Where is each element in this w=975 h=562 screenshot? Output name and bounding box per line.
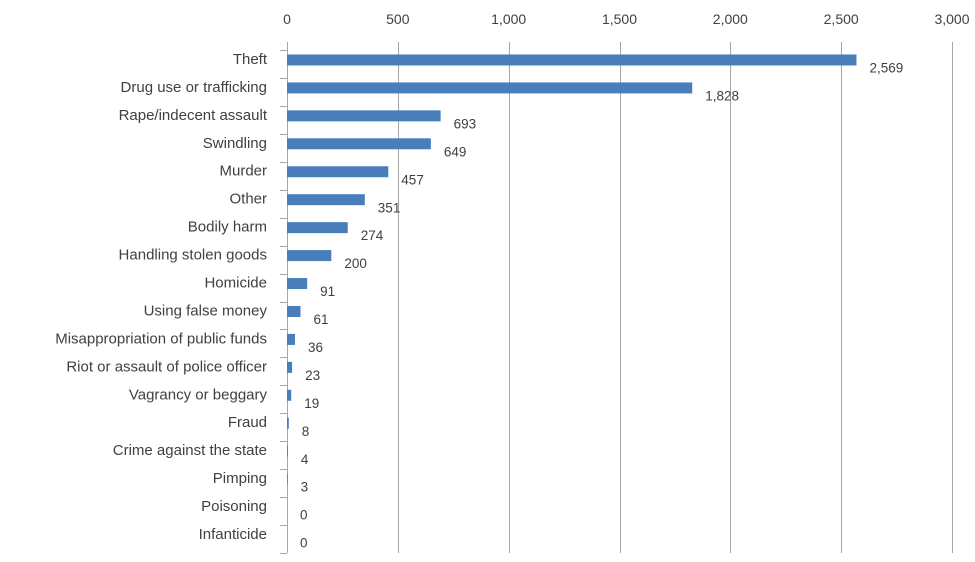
category-label: Swindling xyxy=(203,135,267,152)
category-label: Poisoning xyxy=(201,498,267,515)
bar xyxy=(287,54,857,66)
category-label: Theft xyxy=(233,51,268,68)
bar xyxy=(287,389,292,401)
x-axis-ticks: 0 500 1,000 1,500 2,000 2,500 3,000 xyxy=(283,11,970,27)
category-label: Fraud xyxy=(228,414,267,431)
category-axis: Theft Drug use or trafficking Rape/indecen… xyxy=(55,50,287,554)
category-label: Murder xyxy=(219,163,267,180)
x-tick-label: 0 xyxy=(283,11,291,27)
data-label: 649 xyxy=(444,144,467,159)
category-label: Pimping xyxy=(213,470,267,487)
data-label: 4 xyxy=(301,452,309,467)
bar xyxy=(287,445,288,457)
data-label: 693 xyxy=(454,116,477,131)
x-tick-label: 1,500 xyxy=(602,11,637,27)
bar xyxy=(287,333,295,345)
category-label: Using false money xyxy=(144,302,268,319)
data-label: 0 xyxy=(300,536,308,551)
bar xyxy=(287,250,332,262)
category-label: Handling stolen goods xyxy=(119,247,267,264)
data-label: 8 xyxy=(302,424,310,439)
bar xyxy=(287,305,301,317)
bar xyxy=(287,417,289,429)
bar xyxy=(287,166,389,178)
bar xyxy=(287,278,308,290)
bar xyxy=(287,138,431,150)
bar xyxy=(287,222,348,234)
bar xyxy=(287,110,441,122)
bar xyxy=(287,194,365,206)
data-label: 1,828 xyxy=(705,88,739,103)
category-label: Homicide xyxy=(204,274,267,291)
bar xyxy=(287,361,293,373)
x-tick-label: 2,500 xyxy=(824,11,859,27)
gridlines xyxy=(287,42,953,553)
category-label: Rape/indecent assault xyxy=(119,107,268,124)
category-label: Vagrancy or beggary xyxy=(129,386,268,403)
data-label: 274 xyxy=(361,228,384,243)
bars xyxy=(287,54,857,485)
data-label: 2,569 xyxy=(869,61,903,76)
data-label: 3 xyxy=(301,480,309,495)
category-label: Other xyxy=(229,191,267,208)
data-label: 19 xyxy=(304,396,319,411)
bar xyxy=(287,473,288,485)
data-label: 0 xyxy=(300,508,308,523)
x-tick-label: 500 xyxy=(386,11,410,27)
category-label: Misappropriation of public funds xyxy=(55,330,267,347)
category-label: Riot or assault of police officer xyxy=(66,358,267,375)
category-label: Infanticide xyxy=(199,526,267,543)
category-label: Crime against the state xyxy=(113,442,267,459)
x-tick-label: 1,000 xyxy=(491,11,526,27)
data-label: 23 xyxy=(305,368,320,383)
data-label: 457 xyxy=(401,172,424,187)
x-tick-label: 2,000 xyxy=(713,11,748,27)
data-label: 91 xyxy=(320,284,335,299)
data-label: 61 xyxy=(314,312,329,327)
x-tick-label: 3,000 xyxy=(934,11,969,27)
category-label: Drug use or trafficking xyxy=(121,79,267,96)
data-label: 36 xyxy=(308,340,323,355)
category-label: Bodily harm xyxy=(188,219,267,236)
bar xyxy=(287,82,693,94)
data-label: 351 xyxy=(378,200,401,215)
data-label: 200 xyxy=(344,256,367,271)
